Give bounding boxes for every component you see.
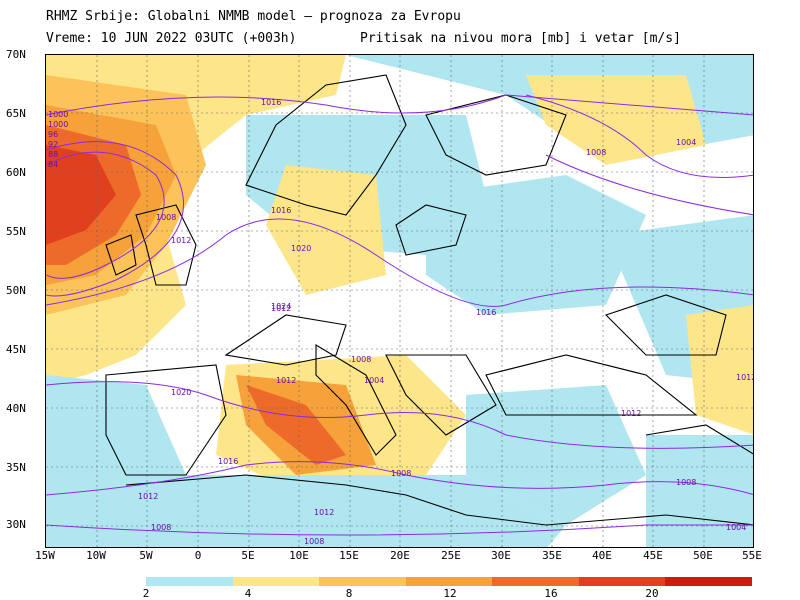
lat-label: 30N bbox=[6, 518, 26, 531]
lat-label: 55N bbox=[6, 225, 26, 238]
wind-speed-legend bbox=[146, 577, 753, 586]
lon-label: 15W bbox=[35, 549, 55, 562]
lat-label: 35N bbox=[6, 461, 26, 474]
svg-text:1000: 1000 bbox=[48, 110, 68, 119]
legend-swatch bbox=[405, 577, 493, 586]
forecast-time: Vreme: 10 JUN 2022 03UTC (+003h) bbox=[46, 31, 297, 46]
svg-text:1004: 1004 bbox=[364, 376, 384, 385]
legend-swatch bbox=[146, 577, 233, 586]
svg-text:1012: 1012 bbox=[736, 373, 754, 382]
map-subtitle: Pritisak na nivou mora [mb] i vetar [m/s… bbox=[360, 31, 681, 46]
svg-text:1012: 1012 bbox=[138, 492, 158, 501]
legend-tick-label: 8 bbox=[345, 587, 353, 600]
svg-text:1008: 1008 bbox=[586, 148, 606, 157]
svg-text:96: 96 bbox=[48, 130, 58, 139]
lat-label: 65N bbox=[6, 107, 26, 120]
svg-text:88: 88 bbox=[48, 150, 58, 159]
svg-text:1008: 1008 bbox=[676, 478, 696, 487]
svg-text:1008: 1008 bbox=[304, 537, 324, 546]
svg-text:1004: 1004 bbox=[676, 138, 696, 147]
isobars bbox=[46, 94, 753, 536]
svg-text:1008: 1008 bbox=[156, 213, 176, 222]
legend-tick-label: 12 bbox=[443, 587, 457, 600]
legend-tick-label: 4 bbox=[244, 587, 252, 600]
lon-label: 20E bbox=[390, 549, 410, 562]
svg-text:1024: 1024 bbox=[271, 302, 291, 311]
svg-text:1008: 1008 bbox=[391, 469, 411, 478]
lon-label: 5E bbox=[241, 549, 255, 562]
lat-label: 40N bbox=[6, 402, 26, 415]
svg-text:1000: 1000 bbox=[48, 120, 68, 129]
legend-tick-label: 20 bbox=[645, 587, 659, 600]
lon-label: 45E bbox=[643, 549, 663, 562]
svg-text:1020: 1020 bbox=[171, 388, 191, 397]
legend-swatch bbox=[232, 577, 320, 586]
svg-text:1016: 1016 bbox=[476, 308, 496, 317]
map-title: RHMZ Srbije: Globalni NMMB model — progn… bbox=[46, 9, 461, 24]
legend-swatch bbox=[665, 577, 753, 586]
forecast-map: 1016 1016 1008 1004 1008 1012 1012 1020 … bbox=[45, 54, 754, 548]
svg-text:1012: 1012 bbox=[276, 376, 296, 385]
lon-label: 50E bbox=[693, 549, 713, 562]
legend-swatch bbox=[319, 577, 406, 586]
lat-label: 60N bbox=[6, 166, 26, 179]
lon-label: 25E bbox=[441, 549, 461, 562]
coastlines bbox=[105, 74, 753, 526]
svg-text:1016: 1016 bbox=[218, 457, 238, 466]
svg-text:1020: 1020 bbox=[291, 244, 311, 253]
legend-tick-label: 16 bbox=[544, 587, 558, 600]
svg-text:1008: 1008 bbox=[351, 355, 371, 364]
svg-text:1004: 1004 bbox=[726, 523, 746, 532]
lon-label: 10W bbox=[86, 549, 106, 562]
svg-text:1012: 1012 bbox=[621, 409, 641, 418]
legend-swatch bbox=[492, 577, 579, 586]
svg-text:1008: 1008 bbox=[151, 523, 171, 532]
lat-label: 45N bbox=[6, 343, 26, 356]
lat-label: 70N bbox=[6, 48, 26, 61]
isobar-labels: 1016 1016 1008 1004 1008 1012 1012 1020 … bbox=[48, 98, 754, 546]
lon-label: 30E bbox=[491, 549, 511, 562]
lon-label: 40E bbox=[592, 549, 612, 562]
svg-text:1012: 1012 bbox=[314, 508, 334, 517]
legend-tick-label: 2 bbox=[142, 587, 150, 600]
wind-field bbox=[46, 55, 753, 547]
lon-label: 35E bbox=[542, 549, 562, 562]
svg-text:92: 92 bbox=[48, 140, 58, 149]
lon-label: 55E bbox=[742, 549, 762, 562]
svg-text:1012: 1012 bbox=[171, 236, 191, 245]
svg-text:1016: 1016 bbox=[261, 98, 281, 107]
svg-text:1016: 1016 bbox=[271, 206, 291, 215]
lon-label: 0 bbox=[194, 549, 202, 562]
lon-label: 5W bbox=[139, 549, 153, 562]
svg-text:84: 84 bbox=[48, 160, 58, 169]
svg-text:1012: 1012 bbox=[271, 304, 291, 313]
legend-swatch bbox=[578, 577, 666, 586]
lon-label: 10E bbox=[289, 549, 309, 562]
lat-label: 50N bbox=[6, 284, 26, 297]
lon-label: 15E bbox=[339, 549, 359, 562]
